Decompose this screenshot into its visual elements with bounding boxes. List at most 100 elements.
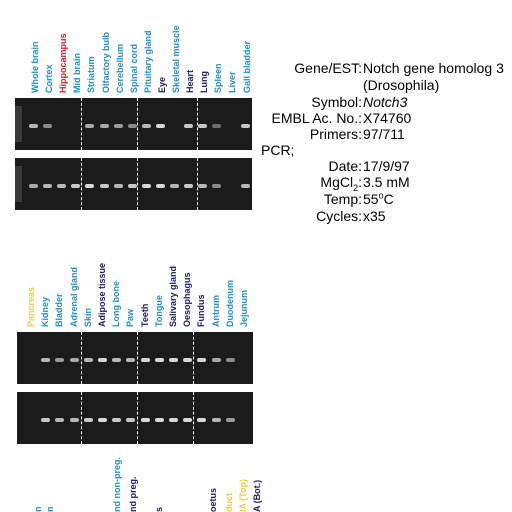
gel-band [198,124,208,128]
gel-band [71,184,81,188]
gel-band [212,184,222,188]
lane-label-partial: IA (Top) [238,479,248,512]
gel-band [140,418,150,422]
gel-band [55,358,65,362]
mgcl-value: 3.5 mM [363,174,410,190]
mgcl-key: MgCl2: [320,174,362,193]
date-value: 17/9/97 [363,158,410,174]
gel-band [183,358,193,362]
gel-band [98,358,107,362]
lane-label: Skin [82,307,93,327]
lane-label-partial: s [154,506,164,512]
lane-label: Oesophagus [182,272,193,327]
gel-band [169,418,178,422]
lane-label: Pancreas [26,286,36,327]
temp-value: 55oC [363,190,394,207]
gel-band [211,358,221,362]
gel-band [99,124,109,128]
gel-band [112,358,122,362]
top-gel-lower [15,158,252,210]
lane-label: Salivary gland [168,265,178,327]
lane-label-partial: oetus [208,487,218,512]
gel-band [99,184,109,188]
gel-band [140,358,150,362]
lane-label: Long bone [111,281,122,327]
lane-divider [197,158,198,210]
gel-band [170,184,179,188]
lane-divider [193,392,194,444]
gel-band [197,358,207,362]
gel-band [225,418,235,422]
lane-label: Fundus [196,294,207,328]
gel-band [211,418,221,422]
gel-band [83,418,93,422]
gel-band [43,124,53,128]
lane-label: Antrum [210,295,221,327]
lane-divider [81,392,82,444]
lane-label: Tongue [153,295,164,327]
gel-band [113,124,123,128]
lane-divider [137,392,138,444]
gel-band [212,124,222,128]
lane-divider [193,332,194,384]
lane-label: Kidney [40,296,51,327]
gel-band [41,358,51,362]
lane-label-partial: duct [224,493,234,512]
gene-key: Gene/EST: [294,60,362,76]
gel-band [225,358,235,362]
gel-band [127,124,137,128]
gel-band [126,418,136,422]
embl-value: X74760 [363,110,412,126]
cycles-key: Cycles: [316,208,362,224]
symbol-key: Symbol: [311,94,362,110]
gel-band [184,124,194,128]
gel-band [85,124,95,128]
embl-key: EMBL Ac. No.: [271,110,362,126]
gel-band [141,124,151,128]
gel-band [29,124,38,128]
lane-label-partial: nd preg. [128,476,138,512]
gel-band [127,184,137,188]
gel-band [55,418,65,422]
gel-band [155,124,165,128]
gel-band [141,184,151,188]
lane-label: Duodenum [224,280,235,327]
gel-band [169,358,178,362]
gel-band [113,184,123,188]
gel-band [69,358,79,362]
gel-band [29,184,38,188]
lane-label: Paw [125,308,136,327]
lane-label: Teeth [139,303,150,327]
gel-band [240,124,250,128]
gene-info: Gene/EST: Notch gene homolog 3 (Drosophi… [0,0,512,240]
gel-band [184,184,194,188]
gel-band [57,184,67,188]
gel-band [98,418,107,422]
temp-key: Temp: [323,191,362,207]
gel-band [83,358,93,362]
lane-label: Bladder [54,293,65,327]
gel-band [240,184,250,188]
gel-band [154,418,164,422]
lane-label: Jejunum [239,289,249,327]
primers-key: Primers: [309,126,362,142]
gel-band [43,184,53,188]
lane-label-partial: nd non-preg. [112,457,122,512]
date-key: Date: [328,158,362,174]
lane-divider [197,98,198,150]
lane-divider [81,98,82,150]
lane-divider [81,158,82,210]
gene-value-line2: (Drosophila) [363,77,440,93]
cycles-value: x35 [363,208,386,224]
gel-band [197,418,207,422]
gel-band [112,418,122,422]
lane-label: Adipose tissue [97,262,107,327]
gel-band [198,184,208,188]
lane-divider [137,332,138,384]
lane-label-partial: A (Bot.) [252,479,262,512]
pcr-label: PCR; [261,142,295,158]
bottom-gel-upper [17,332,253,384]
primers-value: 97/711 [363,126,405,142]
gene-value-line1: Notch gene homolog 3 [363,60,504,76]
